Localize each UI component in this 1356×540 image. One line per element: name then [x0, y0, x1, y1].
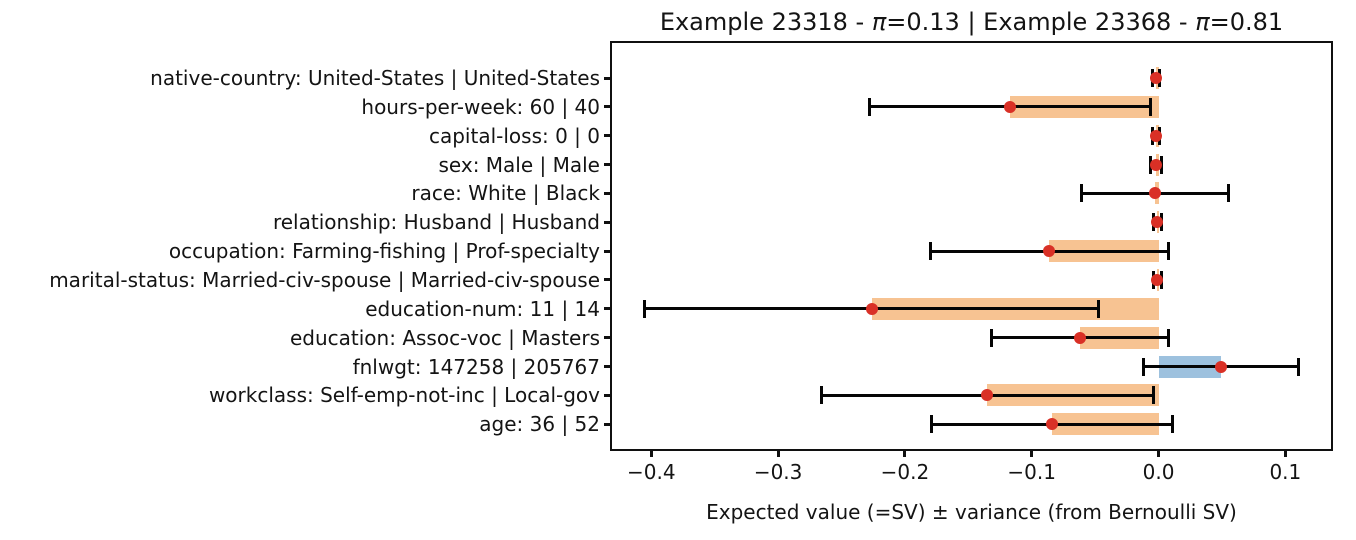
y-axis-tick	[604, 191, 610, 195]
y-axis-tick-label: native-country: United-States | United-S…	[150, 66, 600, 90]
y-axis-tick	[604, 422, 610, 426]
x-axis-tick	[1157, 451, 1161, 457]
x-axis-tick-label: −0.3	[753, 460, 803, 484]
error-bar-cap-right	[1226, 184, 1230, 203]
x-axis-tick-label: 0.1	[1269, 460, 1302, 484]
y-axis-tick-label: sex: Male | Male	[438, 152, 600, 177]
y-axis-tick	[604, 249, 610, 253]
y-axis-tick-label: marital-status: Married-civ-spouse | Mar…	[49, 267, 600, 292]
y-axis-tick	[604, 278, 610, 282]
expected-value-dot	[981, 389, 994, 402]
plot-area	[604, 41, 1333, 457]
y-axis-tick-label: education-num: 11 | 14	[365, 296, 600, 321]
error-bar-cap-left	[928, 242, 932, 261]
expected-value-dot	[1046, 418, 1059, 431]
x-axis-tick	[903, 451, 907, 457]
error-bar-cap-left	[867, 97, 871, 116]
error-bar-cap-left	[643, 299, 647, 318]
pi-symbol: π	[871, 8, 887, 36]
error-bar-cap-right	[1167, 242, 1171, 261]
error-bar-cap-left	[930, 415, 934, 434]
y-axis-tick	[604, 163, 610, 167]
error-bar-cap-right	[1170, 415, 1174, 434]
error-bar-cap-right	[1151, 386, 1155, 405]
expected-value-dot	[865, 302, 878, 315]
expected-value-dot	[1151, 216, 1164, 229]
error-bar-cap-left	[1141, 357, 1145, 376]
x-axis-tick-label: −0.2	[880, 460, 930, 484]
y-axis-tick	[604, 220, 610, 224]
title-text: =0.81	[1209, 8, 1284, 36]
y-axis-tick-label: age: 36 | 52	[479, 412, 600, 437]
x-axis-tick-label: −0.1	[1007, 460, 1056, 484]
y-axis-tick-label: education: Assoc-voc | Masters	[289, 325, 600, 350]
expected-value-dot	[1148, 187, 1161, 200]
y-axis-tick	[604, 365, 610, 368]
x-axis-tick-label: −0.4	[627, 460, 676, 484]
error-bar-cap-left	[1079, 184, 1083, 203]
expected-value-dot	[1150, 72, 1162, 84]
x-axis-title: Expected value (=SV) ± variance (from Be…	[706, 500, 1237, 524]
y-axis-tick	[604, 393, 610, 397]
x-axis-tick	[776, 451, 780, 457]
y-axis-tick	[604, 307, 610, 311]
expected-value-dot	[1004, 100, 1017, 113]
error-bar-cap-right	[1167, 328, 1171, 347]
error-bar-cap-right	[1296, 357, 1300, 376]
title-text: Example 23318 -	[659, 8, 872, 36]
y-axis-tick-label: capital-loss: 0 | 0	[428, 123, 600, 148]
expected-value-dot	[1150, 158, 1162, 171]
y-axis-tick-label: fnlwgt: 147258 | 205767	[352, 354, 600, 379]
error-bar-cap-right	[1097, 299, 1101, 318]
y-axis-tick-label: workclass: Self-emp-not-inc | Local-gov	[208, 383, 600, 408]
title-text: =0.13 | Example 23368 -	[886, 8, 1196, 36]
x-axis-tick	[649, 451, 653, 457]
x-axis-tick	[1283, 451, 1287, 457]
expected-value-dot	[1043, 245, 1056, 258]
y-axis-tick-label: hours-per-week: 60 | 40	[361, 94, 600, 119]
y-axis-tick	[604, 76, 610, 80]
expected-value-dot	[1151, 273, 1164, 286]
error-bar-cap-left	[989, 328, 993, 347]
error-bar-cap-right	[1149, 97, 1153, 116]
chart-title: Example 23318 - π=0.13 | Example 23368 -…	[612, 8, 1331, 36]
y-axis-tick-label: relationship: Husband | Husband	[272, 210, 600, 235]
expected-value-dot	[1214, 360, 1227, 373]
error-bar-cap-left	[819, 386, 823, 405]
expected-value-dot	[1073, 331, 1086, 344]
x-axis-tick	[1030, 451, 1034, 457]
expected-value-dot	[1150, 129, 1162, 142]
x-axis-tick-label: 0.0	[1142, 460, 1175, 484]
y-axis-tick-label: race: White | Black	[411, 181, 600, 206]
y-axis-tick	[604, 105, 610, 109]
pi-symbol: π	[1195, 8, 1210, 36]
y-axis-tick	[604, 336, 610, 340]
y-axis-tick	[604, 134, 610, 138]
y-axis-tick-label: occupation: Farming-fishing | Prof-speci…	[168, 239, 600, 264]
